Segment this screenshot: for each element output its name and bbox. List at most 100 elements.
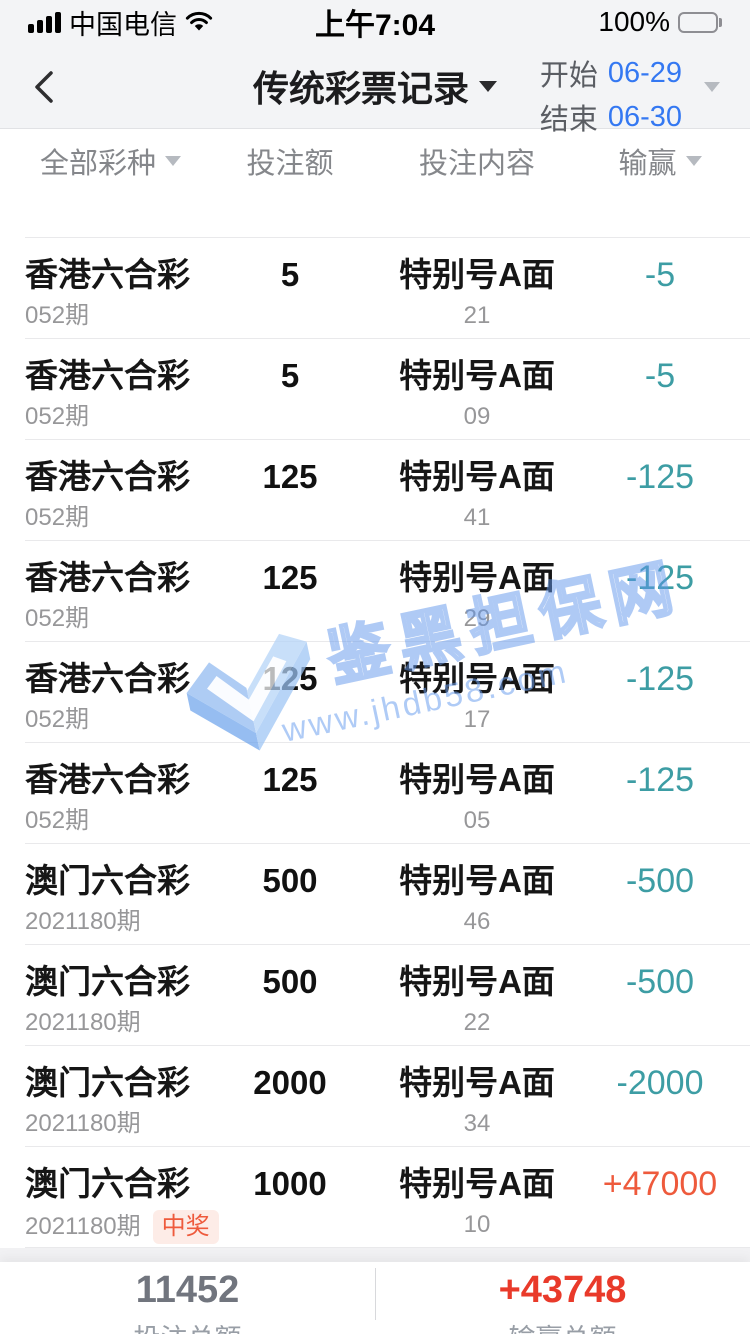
winloss-value: -5 (644, 357, 676, 395)
winloss-value: -125 (625, 559, 695, 597)
table-row[interactable]: 052期 36 (0, 193, 750, 238)
date-range-picker[interactable]: 开始 06-29 结束 06-30 (540, 52, 682, 138)
table-row[interactable]: 香港六合彩 052期 125 特别号A面 29 -125 (0, 541, 750, 642)
bet-content: 特别号A面 (399, 458, 555, 495)
table-row[interactable]: 香港六合彩 052期 5 特别号A面 09 -5 (0, 339, 750, 440)
win-badge: 中奖 (152, 1210, 219, 1244)
filter-lottery-type[interactable]: 全部彩种 (0, 140, 220, 182)
bet-number: 10 (463, 1211, 491, 1238)
period-label: 2021180期 (25, 1110, 141, 1137)
battery-percent: 100% (598, 6, 670, 37)
table-row[interactable]: 香港六合彩 052期 5 特别号A面 21 -5 (0, 238, 750, 339)
bet-number: 34 (463, 1110, 491, 1137)
total-bet-value: 11452 (135, 1269, 240, 1311)
winloss-value: -500 (625, 963, 695, 1001)
total-winloss-label: 输赢总额 (509, 1317, 617, 1334)
chevron-down-icon (685, 156, 702, 166)
end-date-value[interactable]: 06-30 (607, 100, 682, 133)
table-row[interactable]: 澳门六合彩 2021180期 500 特别号A面 46 -500 (0, 844, 750, 945)
bet-amount: 500 (262, 963, 318, 1000)
winloss-value: -2000 (616, 1064, 704, 1102)
signal-icon (28, 11, 61, 33)
table-row[interactable]: 香港六合彩 052期 125 特别号A面 17 -125 (0, 642, 750, 743)
table-row[interactable]: 澳门六合彩 2021180期 500 特别号A面 22 -500 (0, 945, 750, 1046)
winloss-value: -5 (644, 256, 676, 294)
table-row[interactable]: 澳门六合彩 2021180期 中奖 1000 特别号A面 10 +47000 (0, 1147, 750, 1248)
bet-number: 21 (463, 302, 491, 329)
total-winloss-value: +43748 (498, 1269, 627, 1311)
bet-number: 41 (463, 504, 491, 531)
summary-bar: 11452 投注总额 +43748 输赢总额 (0, 1262, 750, 1334)
bet-number: 46 (463, 908, 491, 935)
winloss-value: -125 (625, 761, 695, 799)
record-list: 052期 36 香港六合彩 052期 (0, 193, 750, 1248)
date-dropdown-icon[interactable] (704, 82, 720, 92)
winloss-value: -125 (625, 458, 695, 496)
lottery-name: 澳门六合彩 (25, 1165, 190, 1202)
bet-number: 17 (463, 706, 491, 733)
bet-amount: 125 (262, 559, 318, 596)
lottery-name: 香港六合彩 (25, 256, 190, 293)
bet-amount: 5 (280, 357, 300, 394)
period-label: 052期 (25, 302, 90, 329)
period-label: 052期 (25, 403, 90, 430)
bet-amount: 125 (262, 761, 318, 798)
period-label: 052期 (25, 504, 90, 531)
bet-amount: 500 (262, 862, 318, 899)
bet-content: 特别号A面 (399, 660, 555, 697)
period-label: 2021180期 (25, 1009, 141, 1036)
lottery-name: 澳门六合彩 (25, 862, 190, 899)
start-date-label: 开始 (539, 60, 598, 92)
nav-bar: 传统彩票记录 开始 06-29 结束 06-30 (0, 44, 750, 136)
bet-number: 09 (463, 403, 491, 430)
table-row[interactable]: 澳门六合彩 2021180期 2000 特别号A面 34 -2000 (0, 1046, 750, 1147)
lottery-name: 香港六合彩 (25, 357, 190, 394)
status-bar: 中国电信 上午7:04 100% (0, 0, 750, 44)
column-header-bet-content: 投注内容 (418, 148, 535, 180)
bet-content: 特别号A面 (399, 357, 555, 394)
chevron-down-icon (479, 80, 497, 92)
period-label: 2021180期 (25, 908, 141, 935)
time-label: 上午7:04 (314, 9, 436, 42)
period-label: 052期 (25, 706, 90, 733)
wifi-icon (185, 11, 213, 31)
lottery-name: 澳门六合彩 (25, 1064, 190, 1101)
bet-amount: 5 (280, 256, 300, 293)
summary-divider (375, 1268, 376, 1320)
carrier-label: 中国电信 (69, 9, 177, 40)
bet-content: 特别号A面 (399, 256, 555, 293)
table-row[interactable]: 香港六合彩 052期 125 特别号A面 05 -125 (0, 743, 750, 844)
back-button[interactable] (22, 62, 66, 112)
winloss-value: +47000 (602, 1165, 718, 1203)
bet-content: 特别号A面 (399, 963, 555, 1000)
bet-amount: 1000 (253, 1165, 327, 1202)
battery-icon (678, 11, 722, 33)
gap-strip (0, 1248, 750, 1262)
bet-content: 特别号A面 (399, 1165, 555, 1202)
total-bet-label: 投注总额 (134, 1317, 242, 1334)
chevron-down-icon (165, 156, 182, 166)
bet-number: 05 (463, 807, 491, 834)
table-row[interactable]: 香港六合彩 052期 125 特别号A面 41 -125 (0, 440, 750, 541)
bet-content: 特别号A面 (399, 761, 555, 798)
bet-content: 特别号A面 (399, 862, 555, 899)
bet-number: 29 (463, 605, 491, 632)
bet-amount: 2000 (253, 1064, 327, 1101)
start-date-value[interactable]: 06-29 (607, 56, 682, 89)
filter-win-loss[interactable]: 输赢 (594, 140, 726, 182)
column-header-bet-amount: 投注额 (246, 148, 334, 180)
bet-number: 22 (463, 1009, 491, 1036)
bet-content: 特别号A面 (399, 1064, 555, 1101)
chevron-left-icon (35, 71, 53, 103)
period-label: 052期 (25, 807, 90, 834)
winloss-value: -125 (625, 660, 695, 698)
bet-amount: 125 (262, 660, 318, 697)
lottery-name: 香港六合彩 (25, 761, 190, 798)
end-date-label: 结束 (539, 104, 598, 136)
period-label: 2021180期 (25, 1213, 141, 1240)
bet-content: 特别号A面 (399, 559, 555, 596)
lottery-name: 香港六合彩 (25, 660, 190, 697)
lottery-name: 香港六合彩 (25, 559, 190, 596)
bet-amount: 125 (262, 458, 318, 495)
winloss-value: -500 (625, 862, 695, 900)
